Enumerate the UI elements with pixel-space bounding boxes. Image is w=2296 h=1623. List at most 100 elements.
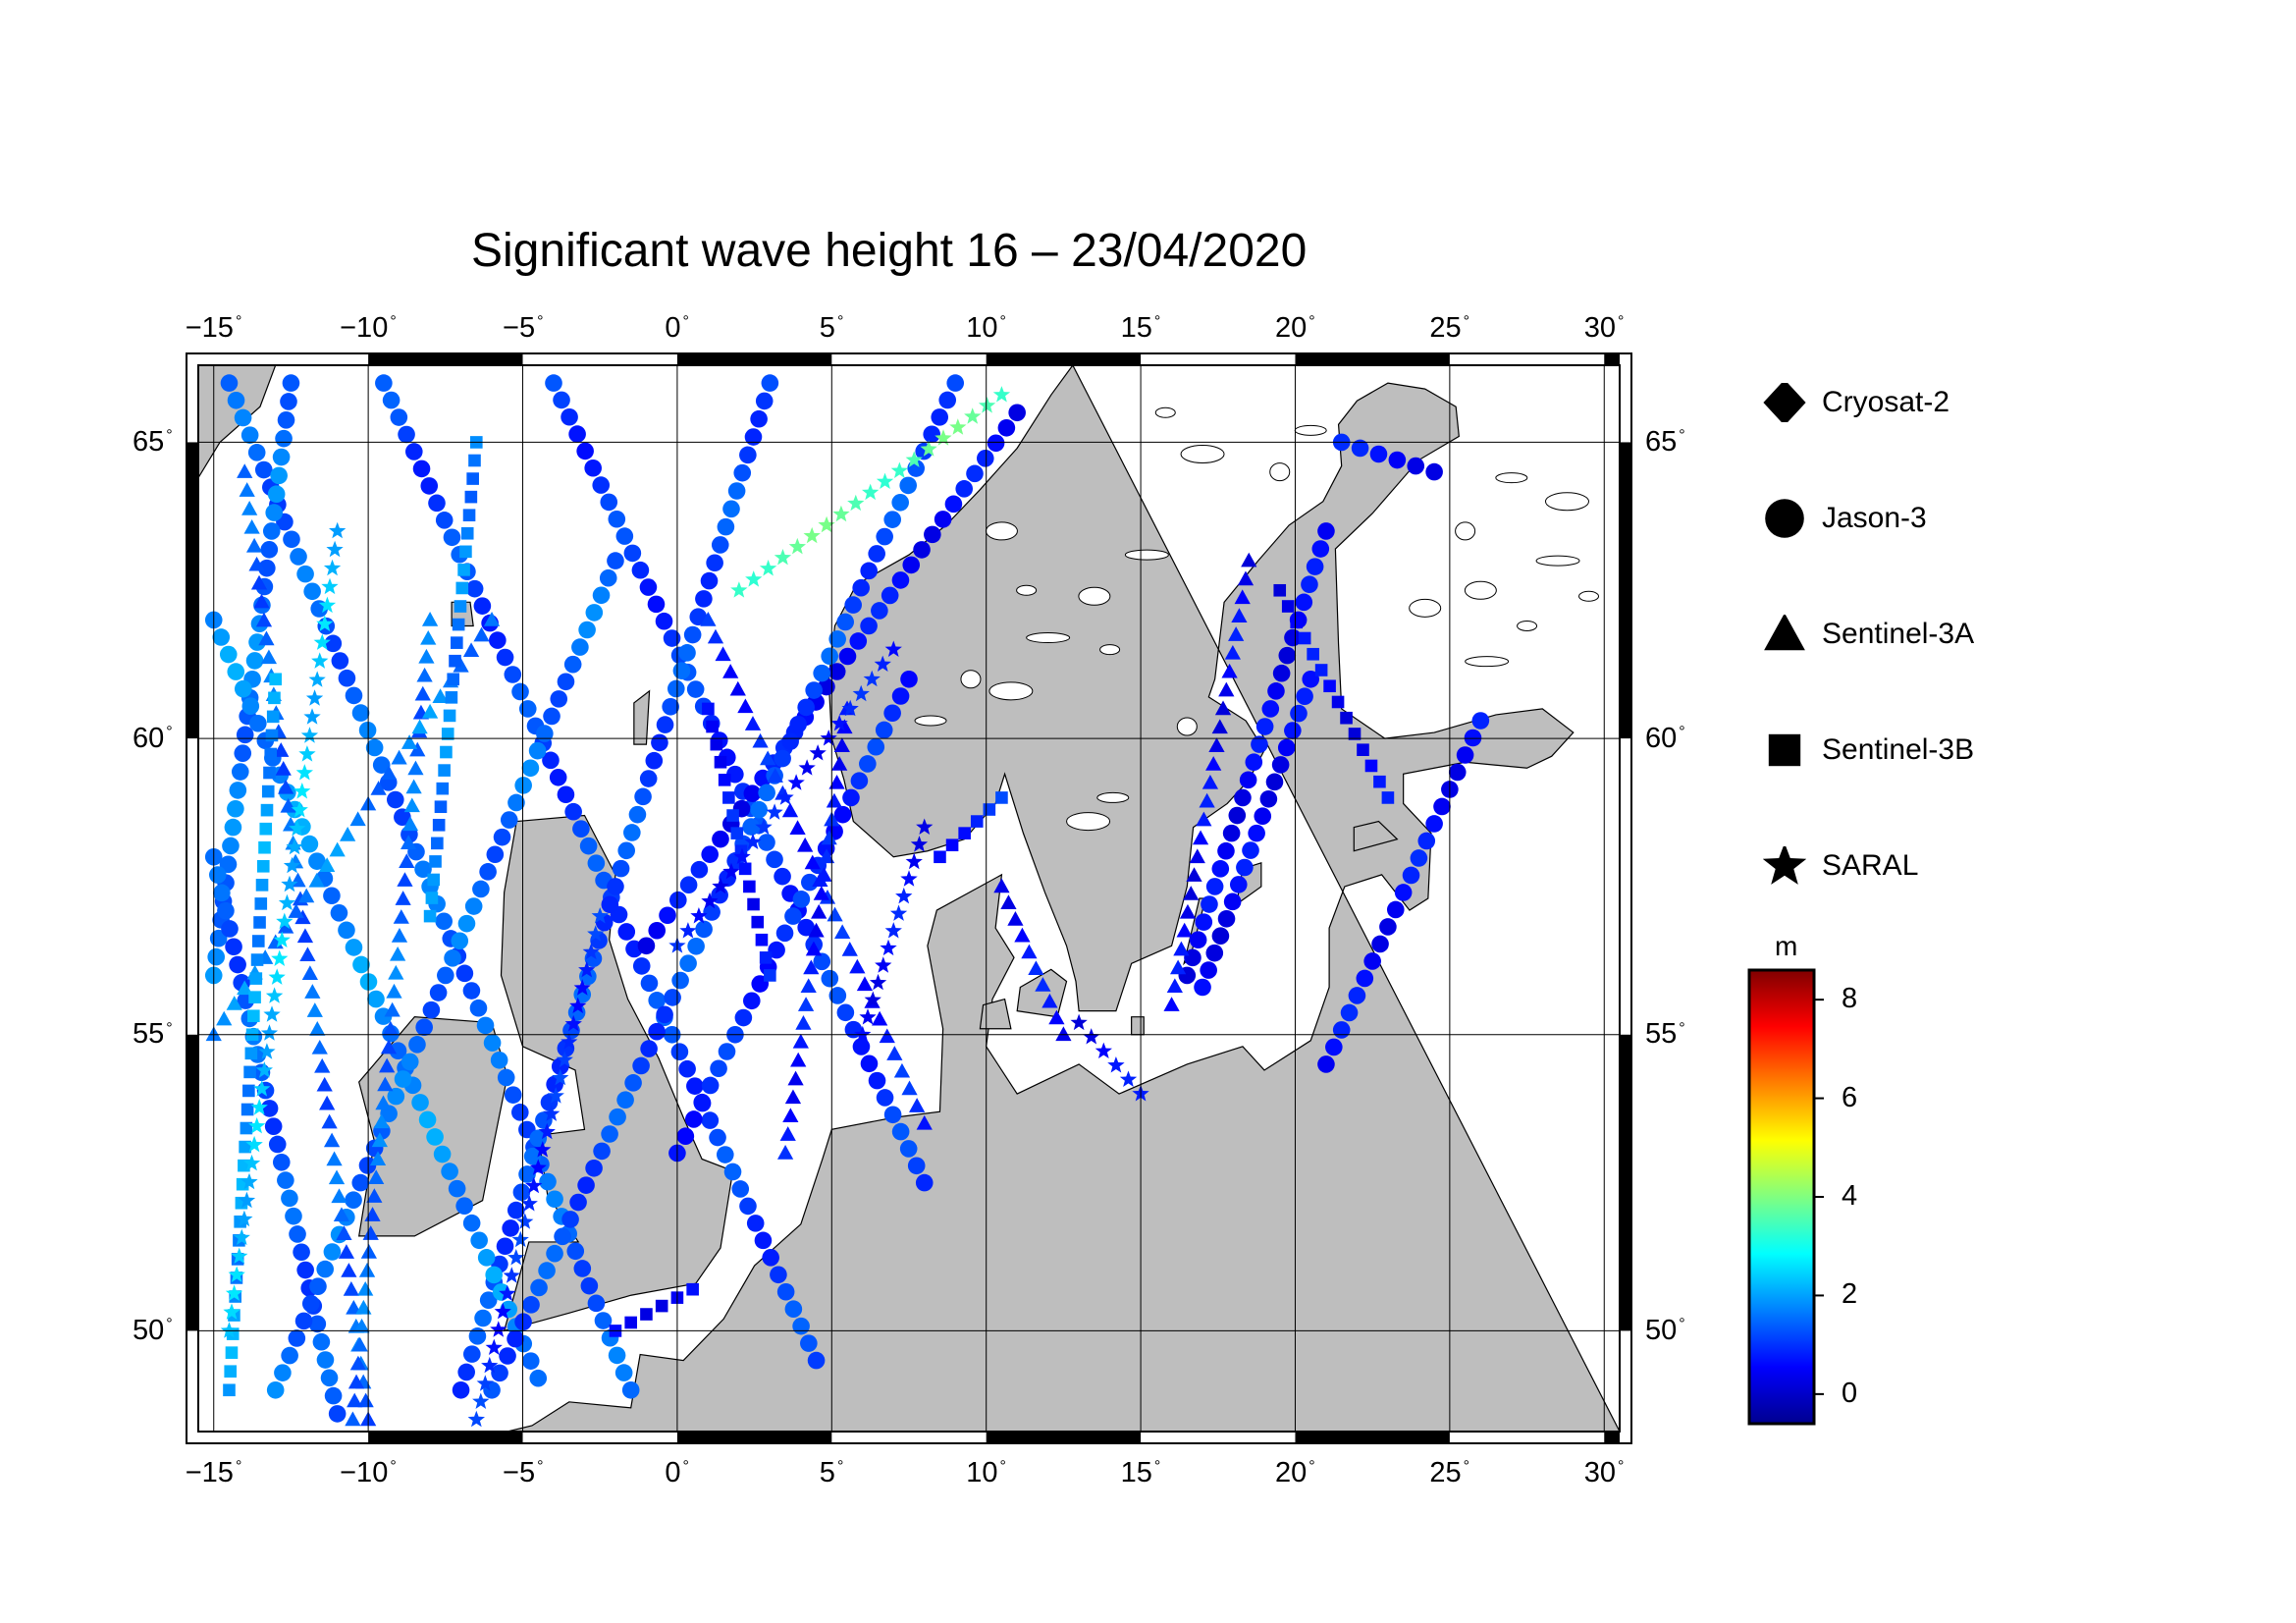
circle-data-point <box>207 947 225 966</box>
star-data-point <box>283 856 301 874</box>
triangle-data-point <box>250 574 268 590</box>
colorbar-tick-label: 6 <box>1842 1081 1858 1113</box>
triangle-data-point <box>357 1280 374 1296</box>
circle-data-point <box>229 782 247 799</box>
circle-data-point <box>260 1100 279 1117</box>
triangle-data-point <box>872 1010 888 1026</box>
colorbar-unit: m <box>1775 931 1798 961</box>
circle-data-point <box>382 391 400 409</box>
circle-data-point <box>693 1093 712 1111</box>
circle-data-point <box>836 613 854 631</box>
triangle-data-point <box>1035 977 1051 992</box>
triangle-data-point <box>831 756 848 771</box>
circle-data-point <box>258 559 276 577</box>
triangle-data-point <box>1170 959 1187 975</box>
star-data-point <box>573 979 591 996</box>
triangle-data-point <box>399 853 415 868</box>
square-data-point <box>425 892 439 904</box>
triangle-data-point <box>1211 719 1228 734</box>
triangle-data-point <box>792 1033 809 1049</box>
star-data-point <box>862 483 880 501</box>
circle-data-point <box>418 1110 437 1129</box>
circle-data-point <box>389 1042 407 1060</box>
triangle-data-point <box>369 1151 387 1166</box>
square-data-point <box>722 791 735 804</box>
square-data-point <box>432 818 446 832</box>
legend-symbol <box>1764 615 1805 651</box>
circle-data-point <box>283 530 300 549</box>
circle-data-point <box>686 680 705 698</box>
circle-data-point <box>511 1104 529 1121</box>
circle-data-point <box>220 374 239 392</box>
circle-data-point <box>678 1059 696 1078</box>
triangle-data-point <box>296 928 314 944</box>
triangle-data-point <box>379 1057 396 1073</box>
star-data-point <box>905 451 923 467</box>
star-data-point <box>529 1159 547 1175</box>
square-data-point <box>640 1308 653 1321</box>
star-data-point <box>281 875 298 893</box>
circle-data-point <box>272 448 291 466</box>
star-data-point <box>582 943 600 960</box>
y-tick-label-left: 55 ° <box>133 1018 173 1051</box>
triangle-data-point <box>347 1374 365 1389</box>
circle-data-point <box>617 841 635 860</box>
circle-data-point <box>670 1043 689 1061</box>
circle-data-point <box>387 1087 405 1106</box>
x-tick-label-top: −15 ° <box>185 311 242 344</box>
circle-data-point <box>632 1056 650 1075</box>
circle-data-point <box>221 920 239 938</box>
square-data-point <box>462 509 476 521</box>
diamond-icon <box>1763 383 1806 422</box>
triangle-data-point <box>1196 811 1212 827</box>
circle-data-point <box>706 554 723 572</box>
star-data-point <box>880 939 897 956</box>
colorbar-tick-label: 0 <box>1842 1377 1858 1409</box>
square-data-point <box>1340 711 1353 725</box>
circle-data-point <box>1371 935 1389 953</box>
circle-data-point <box>860 562 878 580</box>
circle-data-point <box>931 408 949 426</box>
star-data-point <box>316 615 334 631</box>
circle-data-point <box>422 1001 441 1019</box>
circle-data-point <box>860 1055 879 1073</box>
circle-data-point <box>303 582 321 601</box>
star-data-point <box>233 1228 250 1246</box>
triangle-data-point <box>909 1098 926 1112</box>
star-data-point <box>286 838 303 855</box>
triangle-data-point <box>1183 886 1200 900</box>
square-data-point <box>256 859 270 873</box>
circle-data-point <box>521 1352 540 1370</box>
x-tick-label-bottom: −15 ° <box>185 1456 242 1488</box>
circle-data-point <box>585 604 604 622</box>
star-data-point <box>225 1284 243 1301</box>
square-data-point <box>714 755 727 769</box>
circle-data-point <box>1410 849 1428 867</box>
circle-data-point <box>867 737 885 756</box>
square-data-point <box>248 991 261 1003</box>
triangle-data-point <box>779 1126 796 1141</box>
circle-data-point <box>470 1231 488 1250</box>
x-tick-label-bottom: −10 ° <box>340 1456 397 1488</box>
circle-data-point <box>296 1261 314 1279</box>
legend-label: Jason-3 <box>1822 502 1927 534</box>
square-data-point <box>1281 600 1295 613</box>
circle-data-point <box>784 907 802 925</box>
circle-data-point <box>744 428 763 446</box>
circle-data-point <box>491 1364 508 1382</box>
circle-data-point <box>1271 756 1290 774</box>
circle-data-point <box>849 632 868 650</box>
lake-outline <box>1124 549 1169 561</box>
circle-data-point <box>946 374 965 392</box>
circle-data-point <box>462 982 481 1000</box>
circle-data-point <box>1228 806 1247 825</box>
x-tick-label-bottom: 0 ° <box>665 1456 689 1488</box>
circle-data-point <box>266 1380 285 1399</box>
star-data-point <box>481 1356 499 1374</box>
circle-data-point <box>1433 797 1451 816</box>
lake-outline <box>1517 620 1538 631</box>
lake-outline <box>1455 521 1476 541</box>
square-data-point <box>983 803 996 816</box>
triangle-data-point <box>301 965 318 980</box>
x-tick-label-top: −10 ° <box>340 311 397 344</box>
